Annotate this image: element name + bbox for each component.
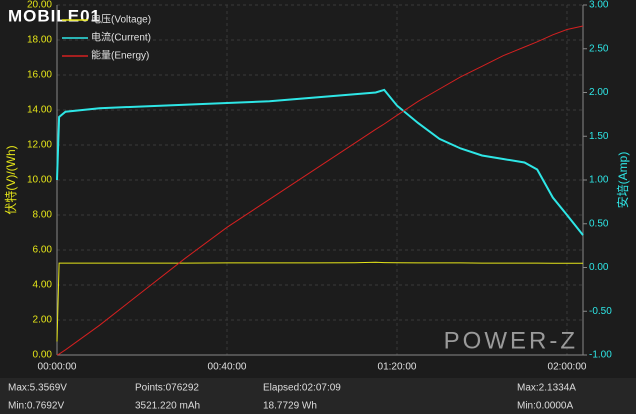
footer-stat: 18.7729 Wh (263, 401, 317, 412)
y-tick-label: 18.00 (27, 35, 52, 46)
legend-label: 电流(Current) (91, 31, 151, 44)
series-line (56, 88, 584, 236)
y-tick-label: 14.00 (27, 105, 52, 116)
y-tick-label: 16.00 (27, 70, 52, 81)
series-line (56, 25, 584, 356)
y-tick-label: 4.00 (33, 280, 53, 291)
y-tick-label: 6.00 (33, 245, 53, 256)
x-tick-label: 00:40:00 (208, 362, 247, 373)
x-tick-label: 02:00:00 (548, 362, 587, 373)
y2-tick-label: 2.50 (589, 43, 609, 54)
y2-tick-label: 1.50 (589, 131, 609, 142)
footer-stat: Min:0.7692V (8, 401, 64, 412)
x-tick-label: 01:20:00 (378, 362, 417, 373)
y-tick-label: 20.00 (27, 0, 52, 11)
footer-stat: 3521.220 mAh (135, 401, 200, 412)
y2-tick-label: 2.00 (589, 87, 609, 98)
watermark: MOBILE01 (8, 6, 101, 25)
y2-tick-label: 0.00 (589, 262, 609, 273)
footer-stat: Elapsed:02:07:09 (263, 383, 341, 394)
y2-axis-label: 安培(Amp) (615, 152, 630, 209)
footer-band (0, 378, 636, 414)
legend-label: 电压(Voltage) (91, 13, 151, 26)
y-tick-label: 2.00 (33, 315, 53, 326)
y-tick-label: 8.00 (33, 210, 53, 221)
y-axis-label: 伏特(V)/(Wh) (3, 145, 18, 214)
footer-stat: Max:2.1334A (517, 383, 576, 394)
series-line (56, 261, 583, 342)
y2-tick-label: -1.00 (589, 350, 612, 361)
y2-tick-label: -0.50 (589, 306, 612, 317)
legend-label: 能量(Energy) (91, 49, 149, 62)
footer-stat: Min:0.0000A (517, 401, 573, 412)
y-tick-label: 10.00 (27, 175, 52, 186)
watermark: POWER-Z (444, 327, 578, 354)
y-tick-label: 0.00 (33, 350, 53, 361)
x-tick-label: 00:00:00 (38, 362, 77, 373)
footer-stat: Max:5.3569V (8, 383, 67, 394)
footer-stat: Points:076292 (135, 383, 199, 394)
y2-tick-label: 0.50 (589, 218, 609, 229)
y2-tick-label: 3.00 (589, 0, 609, 11)
y2-tick-label: 1.00 (589, 175, 609, 186)
y-tick-label: 12.00 (27, 140, 52, 151)
